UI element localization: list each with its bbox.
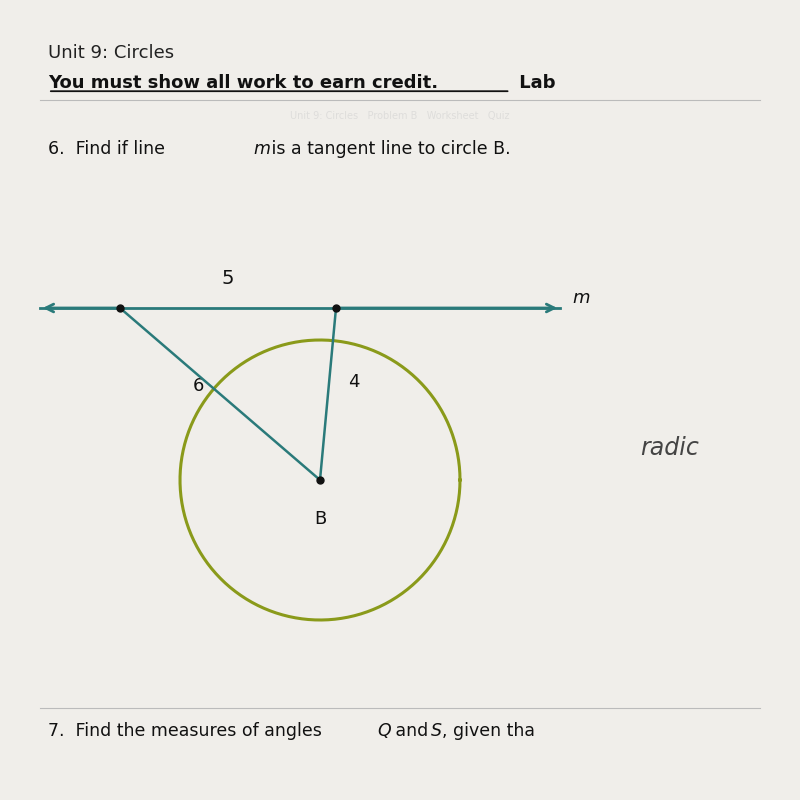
Text: Lab: Lab <box>513 74 555 92</box>
Text: 6: 6 <box>193 377 204 395</box>
Text: 4: 4 <box>348 373 359 391</box>
Text: radic: radic <box>640 436 699 460</box>
Text: is a tangent line to circle B.: is a tangent line to circle B. <box>266 140 511 158</box>
Text: B: B <box>314 510 326 528</box>
Text: You must show all work to earn credit.: You must show all work to earn credit. <box>48 74 438 92</box>
Text: S: S <box>430 722 442 739</box>
Text: 5: 5 <box>222 269 234 288</box>
Text: Unit 9: Circles   Problem B   Worksheet   Quiz: Unit 9: Circles Problem B Worksheet Quiz <box>290 111 510 121</box>
Text: , given tha: , given tha <box>442 722 534 739</box>
Text: Q: Q <box>378 722 391 739</box>
Text: 6.  Find if line: 6. Find if line <box>48 140 170 158</box>
Text: m: m <box>254 140 270 158</box>
Text: m: m <box>572 290 590 307</box>
Text: 7.  Find the measures of angles: 7. Find the measures of angles <box>48 722 327 739</box>
Text: and: and <box>390 722 434 739</box>
Text: Unit 9: Circles: Unit 9: Circles <box>48 44 174 62</box>
